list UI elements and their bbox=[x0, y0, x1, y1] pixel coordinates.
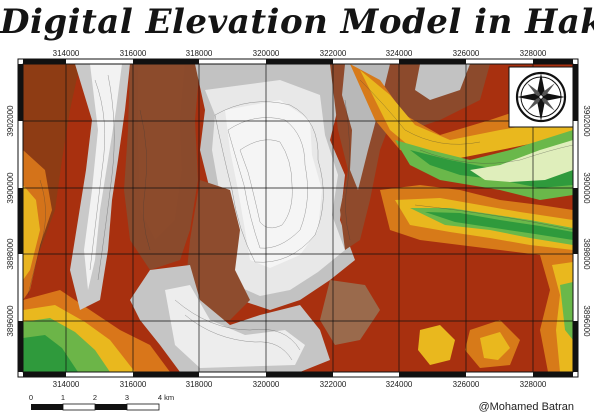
elevation-raster bbox=[23, 64, 573, 372]
x-tick-bottom-8: 328000 bbox=[520, 380, 547, 389]
scale-bar: 0 1 2 3 4 km bbox=[29, 393, 174, 411]
x-tick-top-5: 322000 bbox=[320, 49, 347, 58]
x-tick-bottom-6: 324000 bbox=[386, 380, 413, 389]
y-tick-right-4: 3896000 bbox=[582, 305, 591, 337]
x-tick-bottom-1: 314000 bbox=[53, 380, 80, 389]
y-tick-left-3: 3898000 bbox=[6, 238, 15, 270]
x-tick-top-1: 314000 bbox=[53, 49, 80, 58]
scale-label-1: 1 bbox=[61, 393, 65, 402]
scale-label-0: 0 bbox=[29, 393, 33, 402]
y-tick-left-2: 3900000 bbox=[6, 172, 15, 204]
x-tick-top-6: 324000 bbox=[386, 49, 413, 58]
x-tick-bottom-4: 320000 bbox=[253, 380, 280, 389]
x-tick-bottom-5: 322000 bbox=[320, 380, 347, 389]
x-tick-bottom-7: 326000 bbox=[453, 380, 480, 389]
x-tick-bottom-2: 316000 bbox=[120, 380, 147, 389]
x-tick-top-7: 326000 bbox=[453, 49, 480, 58]
x-tick-top-2: 316000 bbox=[120, 49, 147, 58]
scale-label-2: 2 bbox=[93, 393, 97, 402]
y-tick-left-4: 3896000 bbox=[6, 305, 15, 337]
x-tick-top-8: 328000 bbox=[520, 49, 547, 58]
author-credit: @Mohamed Batran bbox=[478, 401, 574, 413]
y-tick-right-1: 3902000 bbox=[582, 105, 591, 137]
x-tick-top-3: 318000 bbox=[186, 49, 213, 58]
y-tick-right-3: 3898000 bbox=[582, 238, 591, 270]
y-tick-left-1: 3902000 bbox=[6, 105, 15, 137]
compass-rose-icon bbox=[508, 66, 574, 128]
scale-label-3: 3 bbox=[125, 393, 129, 402]
x-tick-bottom-3: 318000 bbox=[186, 380, 213, 389]
scale-label-4: 4 km bbox=[158, 393, 174, 402]
x-tick-top-4: 320000 bbox=[253, 49, 280, 58]
y-tick-right-2: 3900000 bbox=[582, 172, 591, 204]
map-title: Digital Elevation Model in Hakone bbox=[0, 2, 594, 42]
frame-segments bbox=[18, 59, 578, 377]
